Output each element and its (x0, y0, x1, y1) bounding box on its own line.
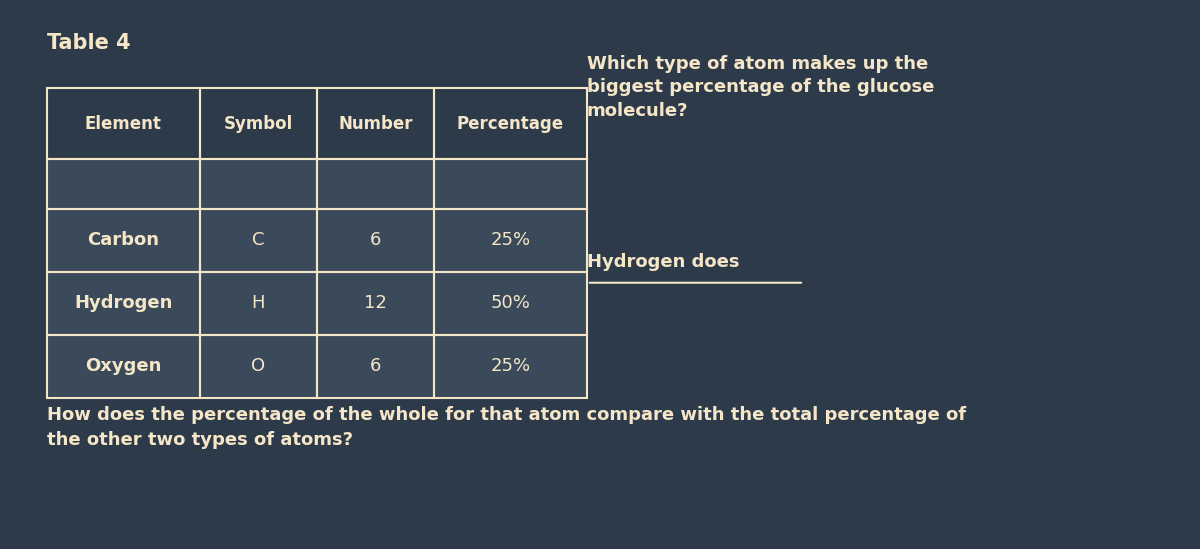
Text: 50%: 50% (491, 294, 530, 312)
Bar (199, 209, 317, 272)
Bar (434, 159, 587, 209)
Text: How does the percentage of the whole for that atom compare with the total percen: How does the percentage of the whole for… (47, 406, 966, 449)
Bar (317, 272, 434, 335)
Text: Hydrogen: Hydrogen (74, 294, 173, 312)
Bar (47, 335, 199, 398)
Bar (47, 159, 199, 209)
Bar (199, 272, 317, 335)
Text: Element: Element (85, 115, 162, 132)
Text: Hydrogen does: Hydrogen does (587, 253, 739, 271)
Text: 25%: 25% (491, 231, 530, 249)
Bar (199, 335, 317, 398)
Bar (434, 335, 587, 398)
Bar (47, 209, 199, 272)
Text: 25%: 25% (491, 357, 530, 376)
Bar (434, 209, 587, 272)
Bar (434, 272, 587, 335)
Bar (47, 159, 199, 209)
Bar (199, 209, 317, 272)
Bar (317, 335, 434, 398)
Bar (47, 88, 199, 159)
Text: Percentage: Percentage (457, 115, 564, 132)
Bar (317, 88, 434, 159)
Text: 12: 12 (364, 294, 388, 312)
Bar (199, 272, 317, 335)
Bar (199, 159, 317, 209)
Text: O: O (251, 357, 265, 376)
Bar (47, 88, 199, 159)
Text: Symbol: Symbol (223, 115, 293, 132)
Bar (47, 209, 199, 272)
Text: Carbon: Carbon (88, 231, 160, 249)
Bar (47, 272, 199, 335)
Bar (434, 335, 587, 398)
Bar (317, 209, 434, 272)
Bar (317, 209, 434, 272)
Text: 6: 6 (370, 231, 382, 249)
Bar (47, 272, 199, 335)
Bar (434, 88, 587, 159)
Bar (47, 335, 199, 398)
Bar (317, 159, 434, 209)
Text: H: H (252, 294, 265, 312)
Text: Which type of atom makes up the
biggest percentage of the glucose
molecule?: Which type of atom makes up the biggest … (587, 55, 935, 120)
Bar (434, 159, 587, 209)
Bar (199, 335, 317, 398)
Bar (199, 88, 317, 159)
Bar (434, 88, 587, 159)
Text: 6: 6 (370, 357, 382, 376)
Text: Oxygen: Oxygen (85, 357, 162, 376)
Bar (199, 88, 317, 159)
Bar (317, 335, 434, 398)
Text: C: C (252, 231, 264, 249)
Bar (317, 159, 434, 209)
Bar (434, 272, 587, 335)
Bar (199, 159, 317, 209)
Bar (434, 209, 587, 272)
Bar (317, 88, 434, 159)
Text: Number: Number (338, 115, 413, 132)
Bar (317, 272, 434, 335)
Text: Table 4: Table 4 (47, 33, 131, 53)
